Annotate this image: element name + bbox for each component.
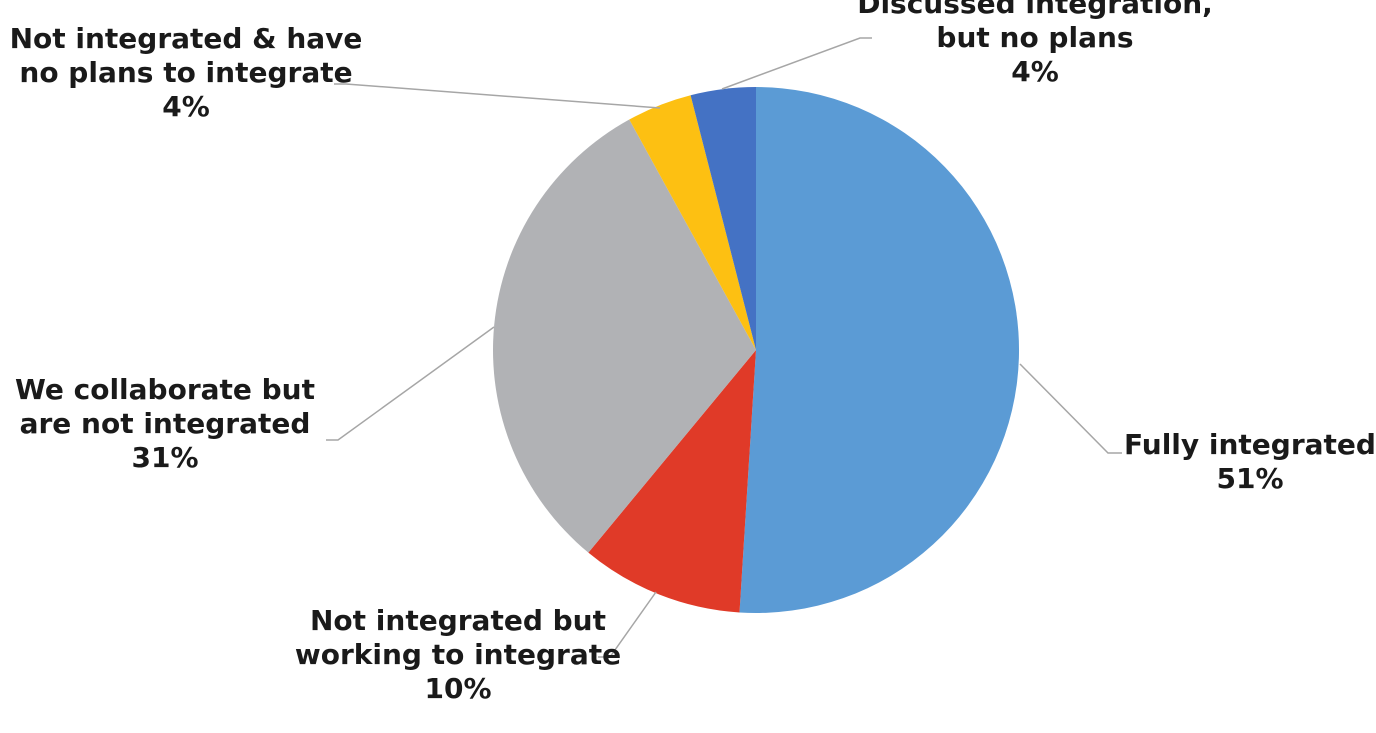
leader-line <box>721 37 872 90</box>
slice-name-label: Not integrated & have <box>10 22 363 55</box>
slice-name-label: are not integrated <box>20 407 311 440</box>
leader-lines-layer <box>326 37 1122 658</box>
pie-slice <box>493 119 756 553</box>
pie-slice <box>588 350 756 613</box>
slice-name-label: Discussed integration, <box>857 0 1213 20</box>
slice-name-label: Not integrated but <box>310 604 606 637</box>
slice-name-label: working to integrate <box>295 638 621 671</box>
slice-value-label: 51% <box>1216 462 1283 495</box>
slice-label: Not integrated & have no plans to integra… <box>10 22 363 123</box>
slice-name-label: but no plans <box>936 21 1133 54</box>
leader-line <box>598 591 657 658</box>
slice-label: Fully integrated 51% <box>1124 428 1376 495</box>
labels-layer: Fully integrated 51% Not integrated but wor… <box>10 0 1376 705</box>
slice-label: We collaborate but are not integrated 31% <box>15 373 315 474</box>
slices-layer <box>493 87 1020 614</box>
slice-value-label: 4% <box>162 90 210 123</box>
slice-name-label: no plans to integrate <box>19 56 352 89</box>
slice-name-label: We collaborate but <box>15 373 315 406</box>
slice-label: Not integrated but working to integrate 10… <box>295 604 621 705</box>
leader-line <box>326 326 495 441</box>
slice-label: Discussed integration, but no plans 4% <box>857 0 1213 88</box>
slice-value-label: 10% <box>424 672 491 705</box>
pie-slice <box>739 87 1020 614</box>
slice-value-label: 31% <box>131 441 198 474</box>
leader-line <box>1019 363 1122 454</box>
leader-line <box>334 83 661 109</box>
pie-slice <box>629 95 756 350</box>
slice-name-label: Fully integrated <box>1124 428 1376 461</box>
pie-slice <box>690 87 756 350</box>
slice-value-label: 4% <box>1011 55 1059 88</box>
